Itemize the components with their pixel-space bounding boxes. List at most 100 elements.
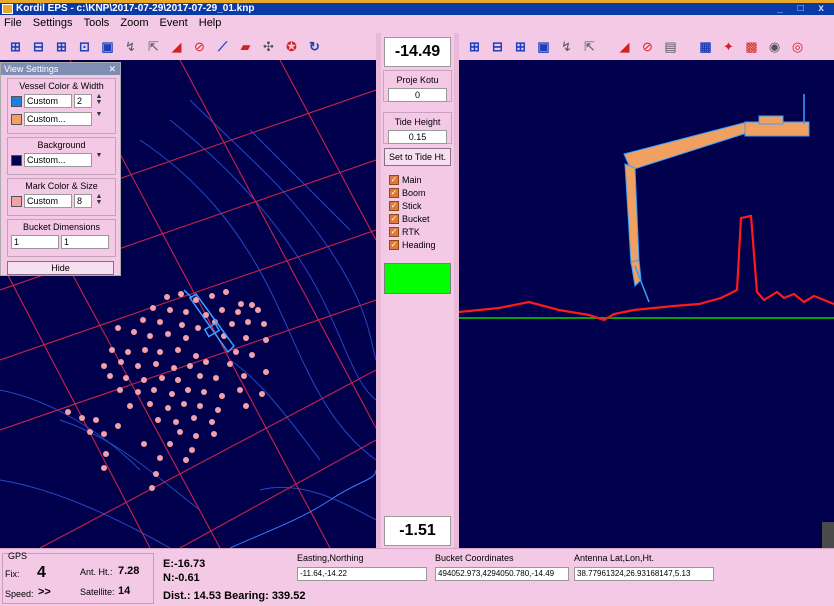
set-to-tide-button[interactable]: Set to Tide Ht. — [384, 148, 451, 166]
pan-icon[interactable]: ↯ — [557, 37, 576, 56]
proje-kotu-field[interactable]: 0 — [388, 88, 447, 102]
bucket-fieldset: Bucket Dimensions 1 1 — [7, 219, 116, 257]
delete-icon[interactable]: ⊘ — [190, 37, 209, 56]
check-boom[interactable]: ✓ Boom — [384, 186, 451, 199]
checkbox-icon[interactable]: ✓ — [389, 201, 399, 211]
zoom-in-icon[interactable]: ⊞ — [6, 37, 25, 56]
measure-icon[interactable]: ⟋ — [213, 37, 232, 56]
tide-height-label: Tide Height — [384, 113, 451, 127]
bucket-tool-icon[interactable]: ◢ — [615, 37, 634, 56]
mark-size-field[interactable]: 8 — [74, 194, 92, 208]
proje-kotu-group: Proje Kotu 0 — [383, 70, 452, 102]
bucket-height-field[interactable]: 1 — [61, 235, 109, 249]
select-arrow-icon[interactable]: ⇱ — [580, 37, 599, 56]
compass-icon[interactable]: ✣ — [259, 37, 278, 56]
background-fieldset: Background Custom... ▼ — [7, 137, 116, 175]
checkbox-icon[interactable]: ✓ — [389, 227, 399, 237]
northing-offset: N:-0.61 — [163, 572, 200, 584]
seabed-profile — [459, 216, 834, 320]
gps-icon[interactable]: ◎ — [788, 37, 807, 56]
profile-canvas[interactable] — [459, 60, 834, 548]
title-bar: Kordil EPS - c:\KNP\2017-07-29\2017-07-2… — [0, 0, 834, 15]
easting-northing-label: Easting,Northing — [297, 553, 364, 563]
hide-button[interactable]: Hide — [7, 261, 114, 275]
chart-icon[interactable]: ▤ — [661, 37, 680, 56]
crosshair-icon[interactable]: ✪ — [282, 37, 301, 56]
speed-label: Speed: — [5, 589, 34, 599]
menu-help[interactable]: Help — [195, 15, 226, 31]
delete-icon[interactable]: ⊘ — [638, 37, 657, 56]
menu-event[interactable]: Event — [156, 15, 192, 31]
vessel-width-field[interactable]: 2 — [74, 94, 92, 108]
window-controls[interactable]: _ □ x — [777, 3, 830, 15]
grid-icon[interactable]: ▦ — [696, 37, 715, 56]
close-icon[interactable]: ✕ — [108, 63, 116, 75]
right-toolbar: ⊞ ⊟ ⊞ ▣ ↯ ⇱ ◢ ⊘ ▤ ▦ ✦ ▩ ◉ ◎ — [459, 33, 834, 60]
zoom-out-icon[interactable]: ⊟ — [488, 37, 507, 56]
background-color-select[interactable]: Custom... — [24, 153, 92, 167]
rotate-icon[interactable]: ↻ — [305, 37, 324, 56]
excavator-drawing — [624, 94, 809, 302]
chevron-down-icon[interactable]: ▼ — [94, 153, 104, 167]
fix-value: 4 — [37, 564, 46, 582]
mark-color-swatch[interactable] — [11, 196, 22, 207]
background-color-swatch[interactable] — [11, 155, 22, 166]
menu-zoom[interactable]: Zoom — [116, 15, 152, 31]
layer-checklist: ✓ Main ✓ Boom ✓ Stick ✓ Bucket ✓ RTK ✓ Heading — [384, 173, 451, 251]
zoom-out-icon[interactable]: ⊟ — [29, 37, 48, 56]
view-settings-panel: View Settings ✕ Vessel Color & Width Cus… — [0, 62, 121, 276]
profile-view[interactable] — [459, 60, 834, 548]
open-folder-icon[interactable]: ▰ — [236, 37, 255, 56]
save-icon[interactable]: ▩ — [742, 37, 761, 56]
zoom-window-icon[interactable]: ⊞ — [52, 37, 71, 56]
vessel-color-swatch[interactable] — [11, 96, 22, 107]
zoom-fit-icon[interactable]: ⊡ — [75, 37, 94, 56]
checkbox-icon[interactable]: ✓ — [389, 175, 399, 185]
pan-icon[interactable]: ↯ — [121, 37, 140, 56]
chevron-down-icon[interactable]: ▼ — [94, 112, 104, 126]
checkbox-icon[interactable]: ✓ — [389, 188, 399, 198]
vessel-fill-select[interactable]: Custom... — [24, 112, 92, 126]
tide-height-field[interactable]: 0.15 — [388, 130, 447, 144]
tide-height-group: Tide Height 0.15 — [383, 112, 452, 144]
satellite-value: 14 — [118, 585, 130, 597]
menu-file[interactable]: File — [0, 15, 26, 31]
vessel-width-stepper[interactable]: ▲ ▼ — [94, 94, 104, 108]
check-bucket[interactable]: ✓ Bucket — [384, 212, 451, 225]
bucket-coordinates-field[interactable]: 494052.973,4294050.780,-14.49 — [435, 567, 569, 581]
survey-marks — [65, 289, 269, 491]
check-rtk[interactable]: ✓ RTK — [384, 225, 451, 238]
distance-bearing: Dist.: 14.53 Bearing: 339.52 — [163, 590, 305, 602]
mark-color-select[interactable]: Custom — [24, 194, 72, 208]
easting-northing-field[interactable]: -11.64,-14.22 — [297, 567, 427, 581]
antenna-latlon-field[interactable]: 38.77961324,26.93168147,5.13 — [574, 567, 714, 581]
record-icon[interactable]: ◉ — [765, 37, 784, 56]
menu-settings[interactable]: Settings — [29, 15, 77, 31]
check-heading[interactable]: ✓ Heading — [384, 238, 451, 251]
menu-tools[interactable]: Tools — [80, 15, 114, 31]
view-settings-header[interactable]: View Settings ✕ — [1, 63, 120, 75]
excavator-icon[interactable]: ✦ — [719, 37, 738, 56]
checkbox-icon[interactable]: ✓ — [389, 240, 399, 250]
vessel-fill-swatch[interactable] — [11, 114, 22, 125]
vessel-color-select[interactable]: Custom — [24, 94, 72, 108]
checkbox-icon[interactable]: ✓ — [389, 214, 399, 224]
zoom-extent-icon[interactable]: ▣ — [98, 37, 117, 56]
check-main[interactable]: ✓ Main — [384, 173, 451, 186]
bucket-coordinates-label: Bucket Coordinates — [435, 553, 514, 563]
mark-size-stepper[interactable]: ▲ ▼ — [94, 194, 104, 208]
ant-ht-value: 7.28 — [118, 565, 139, 577]
bucket-tool-icon[interactable]: ◢ — [167, 37, 186, 56]
zoom-in-icon[interactable]: ⊞ — [465, 37, 484, 56]
zoom-fit-icon[interactable]: ▣ — [534, 37, 553, 56]
bucket-width-field[interactable]: 1 — [11, 235, 59, 249]
app-logo-icon — [2, 4, 13, 14]
mark-fieldset: Mark Color & Size Custom 8 ▲ ▼ — [7, 178, 116, 216]
check-stick[interactable]: ✓ Stick — [384, 199, 451, 212]
zoom-window-icon[interactable]: ⊞ — [511, 37, 530, 56]
select-arrow-icon[interactable]: ⇱ — [144, 37, 163, 56]
gps-label: GPS — [8, 551, 27, 561]
easting-offset: E:-16.73 — [163, 558, 205, 570]
satellite-label: Satellite: — [80, 587, 115, 597]
bucket-depth-display: -14.49 — [384, 37, 451, 67]
